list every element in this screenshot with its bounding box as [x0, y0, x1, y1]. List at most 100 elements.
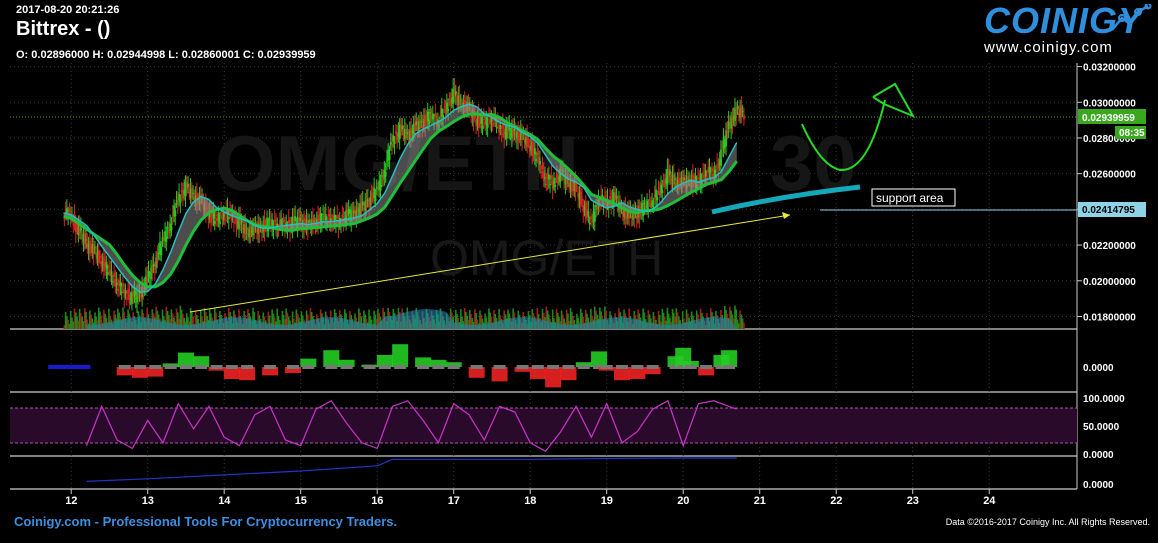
- candle-body: [410, 128, 413, 139]
- candle-body: [476, 118, 479, 125]
- volume-bar: [178, 318, 180, 329]
- macd-bar: [338, 359, 355, 367]
- candle-body: [150, 267, 153, 280]
- candle-body: [369, 196, 372, 205]
- macd-bar: [376, 355, 393, 367]
- candle-body: [537, 157, 540, 165]
- candle-body: [392, 135, 395, 142]
- projection-arrow-icon: [872, 82, 916, 119]
- volume-bar: [685, 309, 688, 329]
- volume-bar: [108, 308, 110, 329]
- candle-body: [667, 169, 670, 177]
- macd-bar: [644, 367, 661, 375]
- macd-signal-mark: [432, 365, 445, 369]
- macd-bar: [177, 352, 194, 367]
- countdown-value: 08:35: [1119, 128, 1145, 139]
- candle-body: [412, 123, 415, 136]
- macd-bar: [614, 367, 630, 381]
- candle-body: [140, 295, 142, 297]
- candle-body: [180, 189, 183, 193]
- candle-body: [97, 250, 100, 263]
- volume-bar: [166, 311, 169, 329]
- volume-bar: [291, 311, 294, 329]
- volume-bar: [377, 308, 379, 329]
- volume-bar: [658, 315, 661, 329]
- volume-bar: [494, 314, 497, 329]
- candle-body: [641, 202, 643, 213]
- candle-body: [625, 212, 628, 215]
- candle-body: [133, 290, 136, 296]
- volume-bar: [374, 314, 377, 329]
- candle-body: [104, 262, 107, 267]
- candle-body: [83, 233, 86, 245]
- candle-body: [403, 128, 406, 140]
- volume-bar: [465, 312, 467, 329]
- candle-body: [333, 214, 336, 221]
- volume-bar: [103, 309, 105, 329]
- volume-bar: [666, 307, 669, 329]
- candle-body: [63, 219, 66, 221]
- candle-body: [548, 174, 550, 180]
- volume-bar: [579, 308, 582, 329]
- candle-body: [688, 179, 691, 181]
- coinigy-logo[interactable]: COINIGY www.coinigy.com: [982, 0, 1152, 60]
- volume-bar: [89, 310, 91, 329]
- volume-bar: [562, 314, 564, 329]
- volume-bar: [180, 309, 183, 329]
- volume-bar: [179, 305, 182, 329]
- volume-bar: [665, 320, 667, 329]
- candle-body: [550, 175, 553, 179]
- volume-bar: [662, 312, 665, 329]
- candle-body: [372, 195, 374, 197]
- macd-signal-mark: [340, 365, 353, 369]
- candle-body: [387, 149, 390, 161]
- x-tick-label: 24: [983, 495, 996, 507]
- candle-body: [655, 189, 657, 198]
- candle-body: [743, 115, 745, 120]
- candle-body: [658, 190, 661, 196]
- candle-body: [194, 195, 197, 203]
- candle-body: [273, 219, 276, 222]
- volume-bar: [690, 311, 693, 329]
- candle-body: [222, 212, 225, 219]
- candle-body: [159, 242, 161, 255]
- volume-bar: [467, 320, 470, 329]
- candle-body: [111, 281, 114, 283]
- macd-signal-mark: [287, 365, 300, 369]
- candle-body: [115, 282, 118, 286]
- volume-bar: [567, 313, 569, 329]
- candle-body: [694, 175, 697, 184]
- macd-signal-mark: [516, 365, 529, 369]
- candle-body: [679, 182, 682, 184]
- candle-body: [678, 177, 680, 190]
- support-label-box: [871, 188, 956, 207]
- candle-body: [402, 134, 405, 136]
- candle-body: [336, 215, 339, 219]
- footer-copyright: Data ©2016-2017 Coinigy Inc. All Rights …: [945, 517, 1150, 527]
- candle-body: [250, 230, 253, 232]
- candle-body: [134, 298, 137, 300]
- candle-body: [582, 205, 585, 213]
- candle-body: [368, 204, 371, 207]
- candle-body: [261, 229, 263, 234]
- volume-bar: [729, 306, 731, 329]
- candle-body: [245, 228, 248, 230]
- volume-bar: [503, 310, 506, 329]
- last-price-value: 0.02939959: [1082, 113, 1135, 124]
- volume-bar: [373, 310, 375, 329]
- candle-body: [440, 108, 443, 117]
- candle-body: [224, 219, 226, 221]
- volume-bar: [667, 313, 670, 329]
- candle-body: [652, 205, 655, 207]
- volume-bar: [113, 310, 115, 329]
- volume-bar: [271, 309, 273, 329]
- candle-body: [126, 298, 128, 300]
- candle-body: [114, 279, 117, 288]
- footer-tagline[interactable]: Coinigy.com - Professional Tools For Cry…: [14, 514, 398, 529]
- volume-bar: [498, 309, 500, 329]
- volume-bar: [570, 312, 573, 329]
- volume-bar: [546, 310, 549, 329]
- candle-body: [683, 177, 685, 181]
